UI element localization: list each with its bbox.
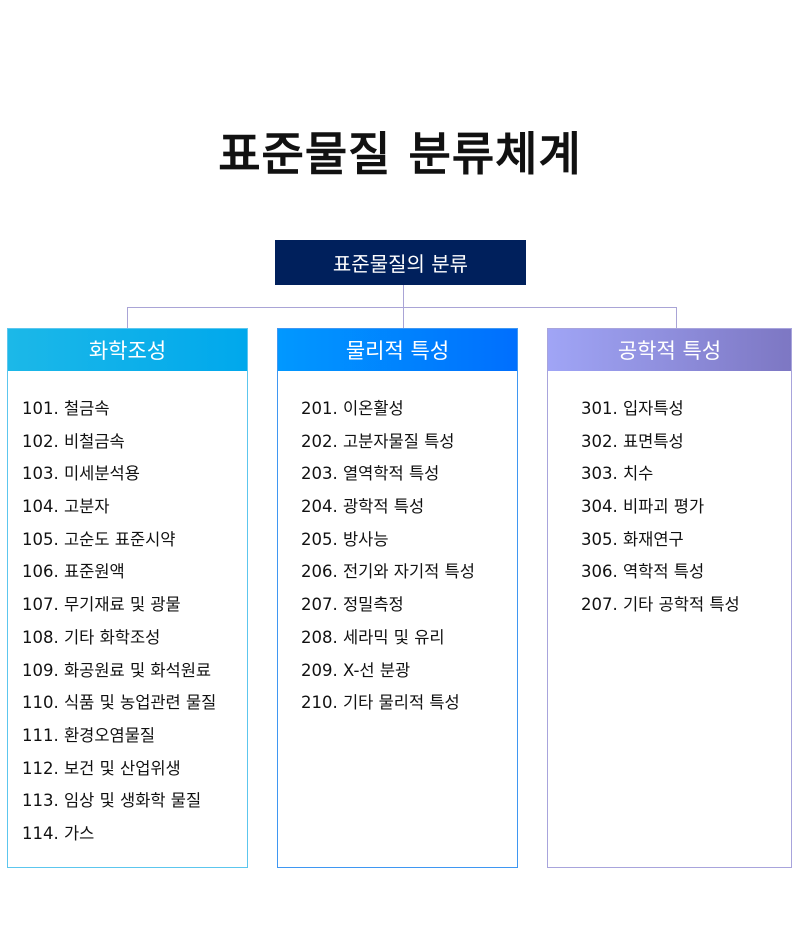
category-header: 화학조성 [8, 329, 247, 371]
category-header: 물리적 특성 [278, 329, 517, 371]
category-header: 공학적 특성 [548, 329, 791, 371]
list-item: 113. 임상 및 생화학 물질 [22, 791, 202, 811]
list-item: 305. 화재연구 [581, 529, 684, 549]
list-item: 303. 치수 [581, 464, 654, 484]
category-engineering: 공학적 특성 301. 입자특성 302. 표면특성 303. 치수 304. 비파괴… [547, 328, 792, 868]
list-item: 210. 기타 물리적 특성 [301, 693, 460, 713]
list-item: 112. 보건 및 산업위생 [22, 758, 181, 778]
category-list: 201. 이온활성 202. 고분자물질 특성 203. 열역학적 특성 204. 광… [278, 371, 517, 720]
list-item: 108. 기타 화학조성 [22, 627, 161, 647]
list-item: 206. 전기와 자기적 특성 [301, 562, 475, 582]
list-item: 114. 가스 [22, 823, 95, 843]
list-item: 105. 고순도 표준시약 [22, 529, 176, 549]
list-item: 104. 고분자 [22, 497, 110, 517]
list-item: 109. 화공원료 및 화석원료 [22, 660, 212, 680]
list-item: 103. 미세분석용 [22, 464, 140, 484]
list-item: 209. X-선 분광 [301, 660, 411, 680]
list-item: 302. 표면특성 [581, 431, 684, 451]
root-label: 표준물질의 분류 [332, 252, 469, 276]
list-item: 110. 식품 및 농업관련 물질 [22, 693, 217, 713]
category-list: 301. 입자특성 302. 표면특성 303. 치수 304. 비파괴 평가 305.… [548, 371, 791, 622]
list-item: 208. 세라믹 및 유리 [301, 627, 445, 647]
connector-left [127, 307, 128, 328]
connector-root [403, 285, 404, 328]
list-item: 204. 광학적 특성 [301, 497, 425, 517]
list-item: 101. 철금속 [22, 399, 110, 418]
page-title: 표준물질 분류체계 [218, 127, 582, 181]
connector-horizontal [127, 307, 677, 308]
list-item: 201. 이온활성 [301, 399, 404, 418]
list-item: 102. 비철금속 [22, 431, 125, 451]
list-item: 207. 정밀측정 [301, 595, 404, 615]
list-item: 202. 고분자물질 특성 [301, 431, 455, 451]
category-list: 101. 철금속 102. 비철금속 103. 미세분석용 104. 고분자 105. … [8, 371, 247, 851]
list-item: 207. 기타 공학적 특성 [581, 595, 740, 615]
category-chemical: 화학조성 101. 철금속 102. 비철금속 103. 미세분석용 104. 고분자… [7, 328, 248, 868]
root-node: 표준물질의 분류 [275, 240, 526, 285]
list-item: 203. 열역학적 특성 [301, 464, 440, 484]
list-item: 301. 입자특성 [581, 399, 684, 418]
list-item: 107. 무기재료 및 광물 [22, 595, 181, 615]
list-item: 304. 비파괴 평가 [581, 497, 705, 517]
list-item: 306. 역학적 특성 [581, 562, 705, 582]
list-item: 205. 방사능 [301, 529, 389, 549]
list-item: 111. 환경오염물질 [22, 725, 156, 745]
connector-right [676, 307, 677, 328]
category-physical: 물리적 특성 201. 이온활성 202. 고분자물질 특성 203. 열역학적 특… [277, 328, 518, 868]
list-item: 106. 표준원액 [22, 562, 125, 582]
